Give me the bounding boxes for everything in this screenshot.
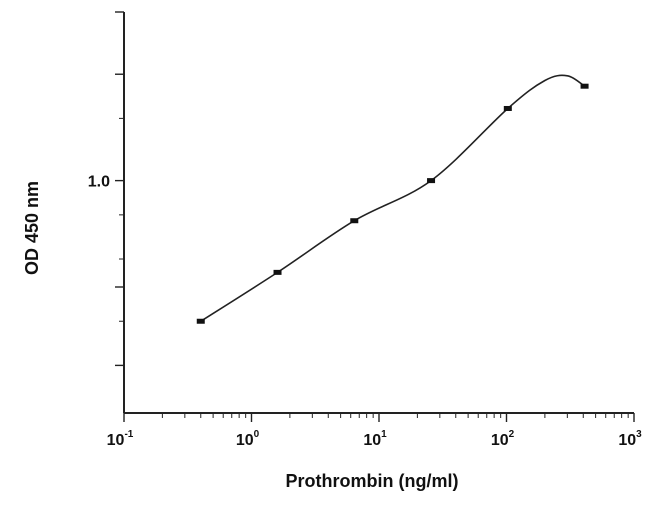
y-tick-labels: 1.0 bbox=[88, 174, 110, 191]
x-tick-label: 100 bbox=[236, 429, 260, 449]
data-points bbox=[196, 83, 589, 324]
x-tick-labels: 10-1 100 101 102 103 bbox=[107, 429, 642, 449]
data-point bbox=[350, 218, 359, 224]
data-point bbox=[196, 318, 205, 324]
fit-curve bbox=[200, 74, 586, 322]
data-point bbox=[580, 83, 589, 89]
y-tick-label: 1.0 bbox=[88, 174, 110, 191]
y-ticks bbox=[115, 11, 124, 367]
y-axis-title: OD 450 nm bbox=[22, 181, 42, 275]
x-ticks bbox=[123, 413, 635, 422]
x-tick-label: 10-1 bbox=[107, 429, 134, 449]
x-tick-label: 102 bbox=[491, 429, 515, 449]
data-point bbox=[273, 269, 282, 275]
x-tick-label: 101 bbox=[363, 429, 387, 449]
data-point bbox=[503, 105, 512, 111]
x-axis-title: Prothrombin (ng/ml) bbox=[286, 471, 459, 491]
axes bbox=[123, 12, 634, 414]
x-tick-label: 103 bbox=[618, 429, 642, 449]
data-point bbox=[427, 178, 436, 184]
